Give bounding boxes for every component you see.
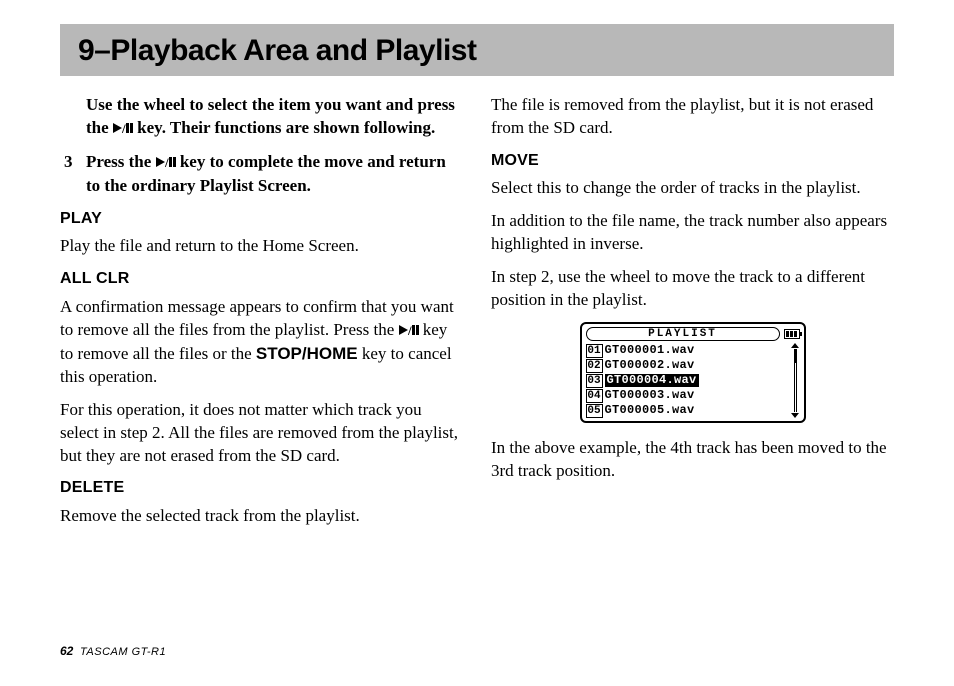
right-top-paragraph: The file is removed from the playlist, b… [491,94,894,140]
play-pause-icon: / [399,320,419,343]
right-column: The file is removed from the playlist, b… [491,94,894,538]
chapter-header-bar: 9–Playback Area and Playlist [60,24,894,76]
lcd-row: 03 GT000004.wav [586,373,788,388]
allclr-heading: ALL CLR [60,268,463,290]
chapter-title: 9–Playback Area and Playlist [78,34,876,68]
left-column: Use the wheel to select the item you wan… [60,94,463,538]
scroll-down-icon [791,413,799,418]
stop-home-label: STOP/HOME [256,344,358,363]
page-footer: 62 TASCAM GT-R1 [60,644,166,658]
scroll-track [794,349,797,412]
page-number: 62 [60,644,73,658]
intro-paragraph: Use the wheel to select the item you wan… [60,94,463,141]
lcd-body: 01 GT000001.wav 02 GT000002.wav 03 GT000… [586,343,800,418]
svg-text:/: / [407,324,412,336]
lcd-row: 01 GT000001.wav [586,343,788,358]
lcd-track-file-selected: GT000004.wav [605,374,699,387]
play-body: Play the file and return to the Home Scr… [60,235,463,258]
scroll-thumb [794,349,797,363]
battery-icon [784,329,800,339]
columns: Use the wheel to select the item you wan… [60,94,894,538]
allclr-body-1: A confirmation message appears to confir… [60,296,463,389]
move-body-3: In step 2, use the wheel to move the tra… [491,266,894,312]
lcd-track-num: 02 [586,359,603,373]
lcd-row: 05 GT000005.wav [586,403,788,418]
lcd-title: PLAYLIST [586,327,780,341]
lcd-track-num: 04 [586,389,603,403]
move-heading: MOVE [491,150,894,172]
step-number: 3 [64,151,73,174]
lcd-track-num: 01 [586,344,603,358]
play-heading: PLAY [60,208,463,230]
svg-text:/: / [121,122,126,134]
lcd-scrollbar [791,343,800,418]
footer-model: TASCAM GT-R1 [80,646,166,658]
step3-text-a: Press the [86,152,156,171]
lcd-screen: PLAYLIST 01 GT000001.wav [580,322,806,423]
lcd-row: 04 GT000003.wav [586,388,788,403]
lcd-track-file: GT000002.wav [605,359,695,372]
play-pause-icon: play/pause/ [113,118,133,141]
allclr-body-2: For this operation, it does not matter w… [60,399,463,468]
intro-text-b: key. Their functions are shown following… [133,118,435,137]
lcd-track-file: GT000001.wav [605,344,695,357]
move-body-1: Select this to change the order of track… [491,177,894,200]
play-pause-icon: / [156,152,176,175]
scroll-up-icon [791,343,799,348]
lcd-caption: In the above example, the 4th track has … [491,437,894,483]
step-3: 3 Press the / key to complete the move a… [60,151,463,198]
lcd-figure: PLAYLIST 01 GT000001.wav [491,322,894,423]
page-container: 9–Playback Area and Playlist Use the whe… [0,0,954,538]
lcd-row: 02 GT000002.wav [586,358,788,373]
move-body-2: In addition to the file name, the track … [491,210,894,256]
allclr-text-a: A confirmation message appears to confir… [60,297,454,339]
lcd-track-file: GT000005.wav [605,404,695,417]
svg-text:/: / [164,156,169,168]
lcd-track-num: 03 [586,374,603,388]
delete-heading: DELETE [60,477,463,499]
lcd-title-row: PLAYLIST [586,327,800,341]
lcd-track-num: 05 [586,404,603,418]
lcd-track-file: GT000003.wav [605,389,695,402]
lcd-list: 01 GT000001.wav 02 GT000002.wav 03 GT000… [586,343,788,418]
delete-body: Remove the selected track from the playl… [60,505,463,528]
